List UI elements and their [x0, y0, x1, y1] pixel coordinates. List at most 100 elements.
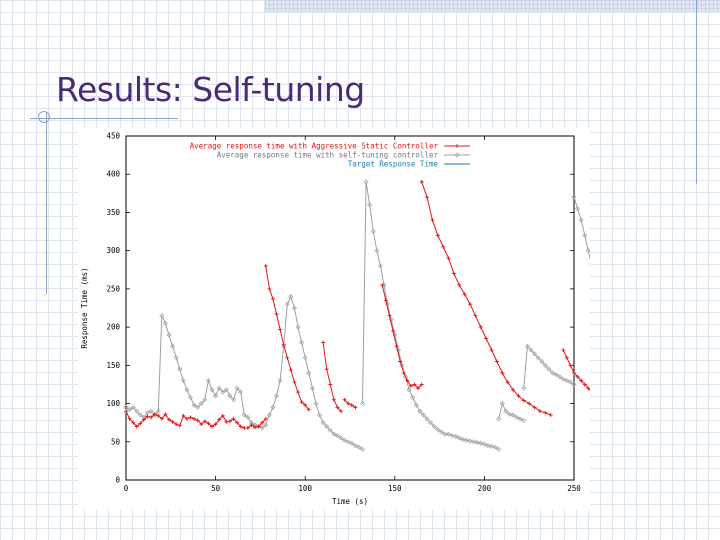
- data-point: [209, 387, 215, 393]
- x-tick-label: 100: [298, 484, 312, 493]
- data-point: [560, 376, 566, 382]
- data-point: [380, 283, 385, 288]
- data-point: [342, 437, 348, 443]
- data-point: [238, 424, 243, 429]
- data-point: [360, 446, 366, 452]
- data-point: [331, 397, 336, 402]
- y-tick-label: 50: [111, 437, 121, 446]
- data-point: [339, 409, 344, 414]
- data-point: [202, 397, 208, 403]
- data-point: [499, 401, 505, 407]
- data-point: [492, 444, 498, 450]
- data-point: [353, 405, 358, 410]
- data-point: [303, 403, 308, 408]
- series-line: [344, 399, 356, 408]
- data-point: [441, 244, 446, 249]
- data-point: [227, 419, 232, 424]
- data-point: [548, 413, 553, 418]
- data-point: [463, 437, 469, 443]
- data-point: [241, 412, 247, 418]
- data-point: [231, 397, 237, 403]
- data-point: [521, 417, 527, 423]
- data-point: [503, 408, 509, 414]
- y-tick-label: 350: [106, 208, 120, 217]
- data-point: [324, 423, 330, 429]
- data-point: [331, 431, 337, 437]
- data-point: [309, 385, 315, 391]
- data-point: [220, 389, 226, 395]
- data-point: [174, 422, 179, 427]
- data-point: [188, 415, 193, 420]
- data-point: [302, 355, 308, 361]
- data-point: [435, 427, 441, 433]
- series-line: [498, 402, 525, 421]
- data-point: [167, 417, 172, 422]
- x-tick-label: 150: [388, 484, 402, 493]
- data-point: [532, 351, 538, 357]
- data-point: [345, 439, 351, 445]
- data-point: [449, 433, 455, 439]
- plot-frame: [125, 135, 575, 481]
- x-tick-label: 50: [211, 484, 221, 493]
- response-time-chart: 0 50 100 150 200 250 300 350 400 450 0 50 100 150 200 2…: [80, 132, 590, 506]
- data-point: [471, 439, 477, 445]
- data-point: [342, 397, 347, 402]
- legend-label: Average response time with Aggressive St…: [190, 142, 439, 151]
- series-line: [362, 181, 499, 450]
- data-point: [263, 416, 268, 421]
- data-point: [405, 378, 410, 383]
- data-point: [403, 374, 409, 380]
- left-decor-rule: [46, 112, 47, 294]
- data-point: [468, 302, 473, 307]
- data-point: [184, 387, 190, 393]
- legend-label: Target Response Time: [348, 160, 439, 169]
- data-point: [195, 404, 201, 410]
- data-point: [334, 433, 340, 439]
- data-point: [266, 412, 272, 418]
- data-point: [296, 390, 301, 395]
- data-point: [162, 320, 168, 326]
- data-point: [485, 443, 491, 449]
- data-point: [177, 423, 182, 428]
- data-point: [505, 380, 510, 385]
- x-tick-label: 200: [478, 484, 492, 493]
- data-point: [253, 425, 258, 430]
- data-point: [234, 385, 240, 391]
- data-point: [195, 418, 200, 423]
- data-point: [134, 408, 140, 414]
- data-point: [198, 401, 204, 407]
- right-decor-rule: [696, 0, 697, 184]
- data-point: [284, 301, 290, 307]
- data-point: [205, 378, 211, 384]
- data-point: [374, 248, 380, 254]
- data-point: [306, 407, 311, 412]
- data-point: [184, 416, 189, 421]
- y-tick-label: 250: [106, 284, 120, 293]
- legend-label: Average response time with self-tuning c…: [217, 151, 439, 160]
- data-point: [349, 403, 354, 408]
- data-point: [473, 313, 478, 318]
- data-point: [278, 327, 283, 332]
- data-point: [346, 401, 351, 406]
- data-point: [274, 312, 279, 317]
- data-point: [306, 370, 312, 376]
- data-point: [478, 325, 483, 330]
- x-tick-label: 250: [567, 484, 581, 493]
- y-tick-label: 450: [106, 132, 120, 141]
- data-point: [199, 422, 204, 427]
- data-point: [500, 370, 505, 375]
- data-point: [532, 405, 537, 410]
- data-point: [484, 336, 489, 341]
- data-point: [542, 362, 548, 368]
- data-point: [263, 263, 268, 268]
- series-line: [322, 342, 342, 412]
- data-point: [131, 420, 136, 425]
- data-point: [235, 420, 240, 425]
- data-point: [543, 410, 548, 415]
- data-point: [435, 233, 440, 238]
- data-point: [582, 382, 587, 387]
- series-line: [381, 284, 423, 390]
- data-point: [453, 433, 459, 439]
- data-point: [521, 385, 527, 391]
- data-point: [496, 446, 502, 452]
